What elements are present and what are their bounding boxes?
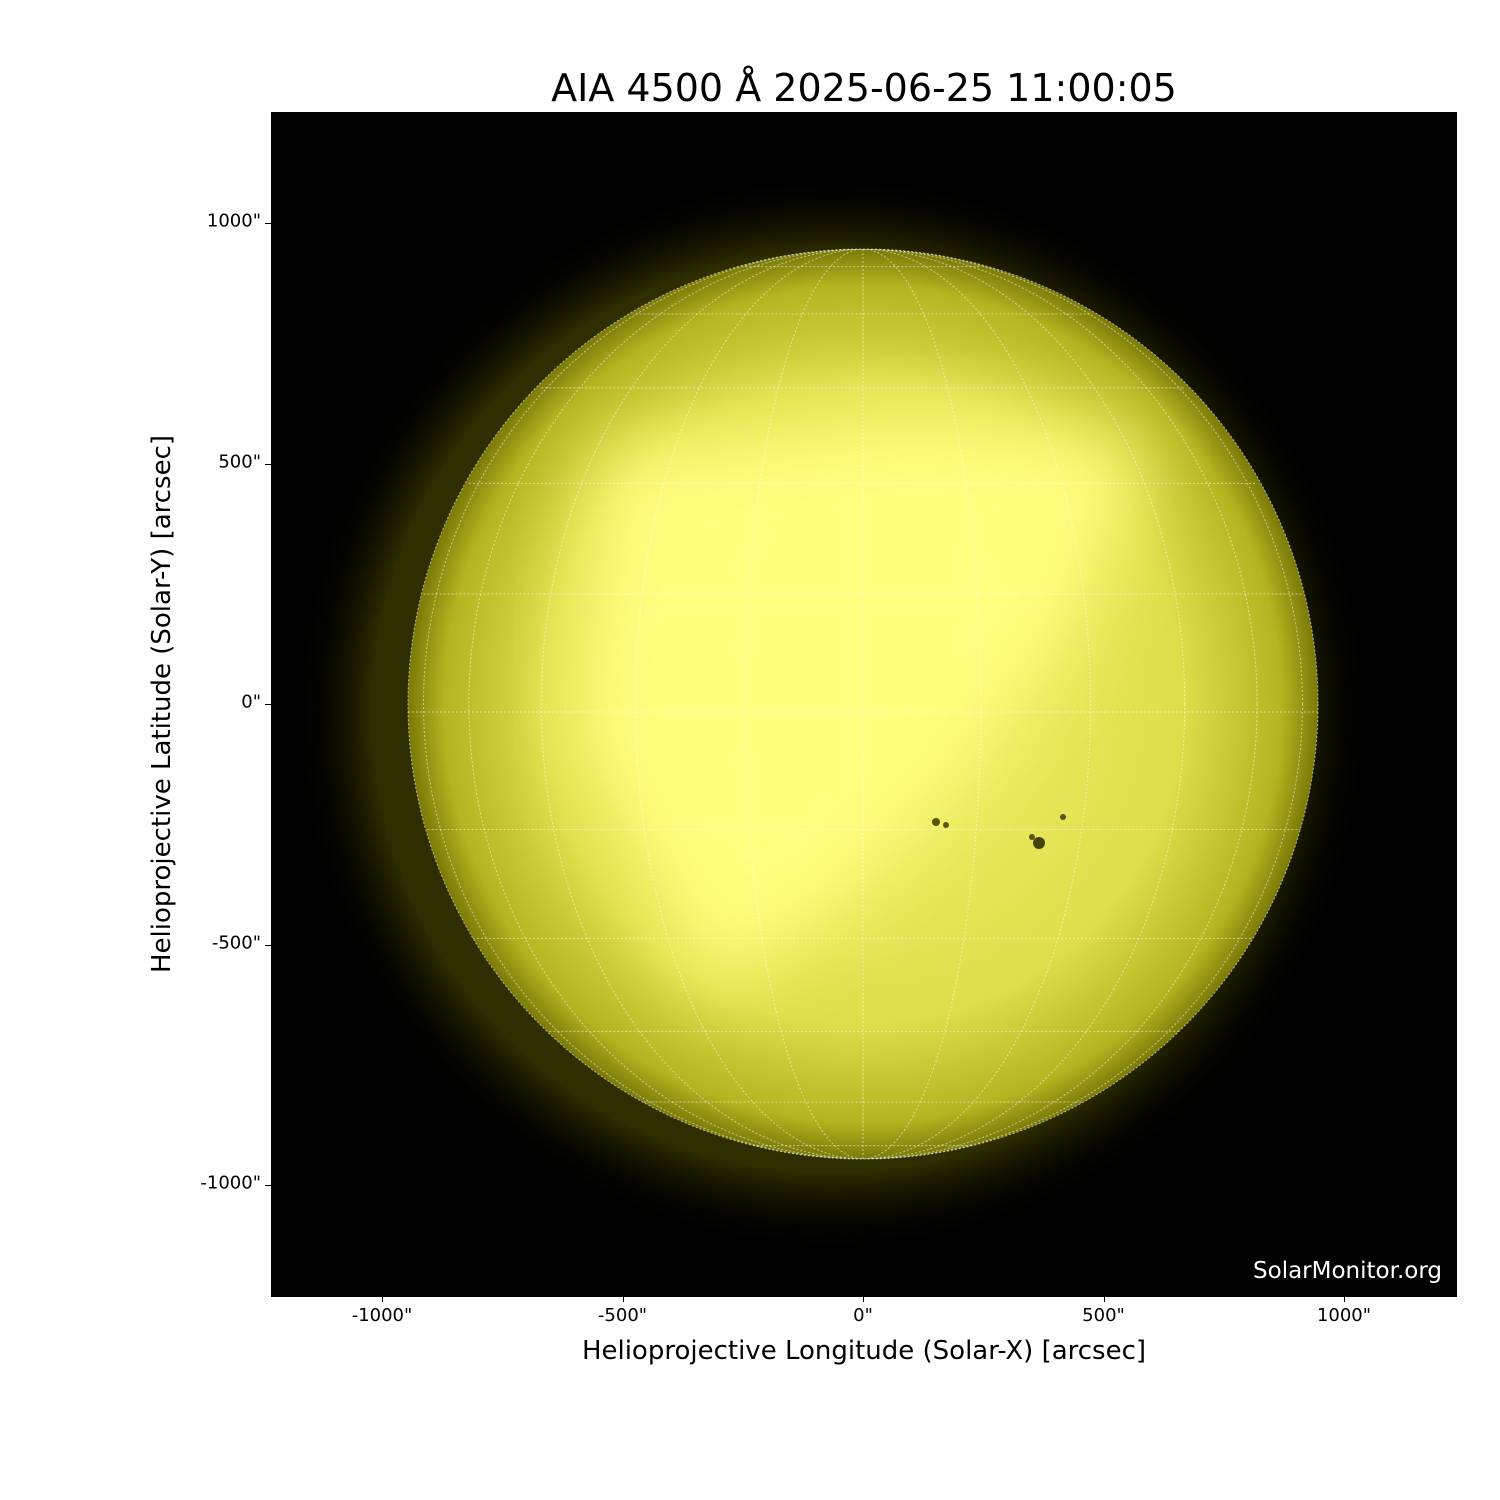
y-tick-label: 1000" [206,210,261,232]
heliographic-grid [408,249,1318,1159]
y-tick-label: 500" [218,451,261,472]
x-tick-mark [382,1296,383,1302]
x-tick-label: 0" [853,1305,873,1326]
meridian-line [540,249,1186,1159]
x-tick-mark [1103,1296,1105,1302]
meridian-line [635,249,1091,1159]
x-tick-mark [1344,1296,1345,1302]
y-tick-mark [265,1185,272,1186]
y-axis-label: Helioprojective Latitude (Solar-Y) [arcs… [147,434,177,974]
solar-disk-image [292,173,1372,1253]
x-tick-mark [863,1296,864,1302]
x-tick-label: 1000" [1316,1305,1372,1326]
meridian-line [468,249,1258,1159]
watermark: SolarMonitor.org [1253,1258,1442,1284]
y-tick-mark [265,704,272,705]
x-tick-mark [622,1296,624,1302]
x-tick-label: 500" [1082,1305,1125,1326]
y-tick-label: -500" [211,932,261,953]
plot-title: AIA 4500 Å 2025-06-25 11:00:05 [551,66,1177,110]
x-tick-label: -1000" [351,1305,413,1326]
meridian-line [744,249,982,1159]
meridian-line [423,249,1303,1159]
y-tick-mark [265,223,272,224]
y-tick-mark [265,944,272,946]
y-tick-label: 0" [241,691,261,713]
x-axis-label: Helioprojective Longitude (Solar-X) [arc… [581,1336,1147,1366]
solar-image-axes: SolarMonitor.org [271,112,1457,1297]
limb-outline [407,248,1319,1160]
x-tick-label: -500" [597,1305,648,1326]
y-tick-label: -1000" [200,1172,261,1194]
sunspots [932,814,1066,849]
y-tick-mark [265,463,272,465]
bright-region [572,413,1152,993]
